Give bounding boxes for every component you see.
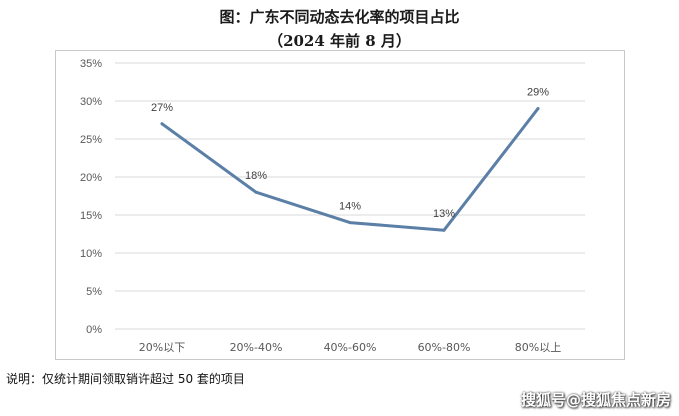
- data-label: 14%: [339, 201, 361, 213]
- data-point: [254, 190, 258, 194]
- data-labels: 27% 18% 14% 13% 29%: [151, 87, 549, 221]
- y-tick-label: 20%: [80, 172, 102, 184]
- data-point: [348, 221, 352, 225]
- y-axis-ticks: 0% 5% 10% 15% 20% 25% 30% 35%: [80, 58, 102, 336]
- data-point: [536, 107, 540, 111]
- y-tick-label: 15%: [80, 210, 102, 222]
- chart-title: 图：广东不同动态去化率的项目占比: [219, 8, 460, 26]
- data-label: 18%: [245, 170, 267, 182]
- y-tick-label: 5%: [86, 286, 102, 298]
- y-tick-label: 0%: [86, 324, 102, 336]
- x-tick-label: 20%-40%: [230, 341, 283, 354]
- data-label: 13%: [433, 208, 455, 220]
- y-tick-label: 25%: [80, 134, 102, 146]
- y-tick-label: 35%: [80, 58, 102, 70]
- x-axis-ticks: 20%以下 20%-40% 40%-60% 60%-80% 80%以上: [139, 341, 561, 354]
- x-tick-label: 40%-60%: [324, 341, 377, 354]
- data-point: [160, 122, 164, 126]
- x-tick-label: 60%-80%: [418, 341, 471, 354]
- y-tick-label: 30%: [80, 96, 102, 108]
- data-label: 27%: [151, 102, 173, 114]
- x-tick-label: 80%以上: [515, 341, 561, 354]
- chart-subtitle: （2024 年前 8 月）: [268, 32, 411, 50]
- footnote: 说明：仅统计期间领取销许超过 50 套的项目: [6, 372, 245, 386]
- x-tick-label: 20%以下: [139, 341, 185, 354]
- series-line-layer: [160, 107, 540, 232]
- data-label: 29%: [527, 87, 549, 99]
- watermark: 搜狐号@搜狐焦点新房: [520, 391, 671, 409]
- gridlines: [115, 62, 585, 330]
- data-point: [442, 228, 446, 232]
- y-tick-label: 10%: [80, 248, 102, 260]
- chart-frame: [55, 50, 625, 360]
